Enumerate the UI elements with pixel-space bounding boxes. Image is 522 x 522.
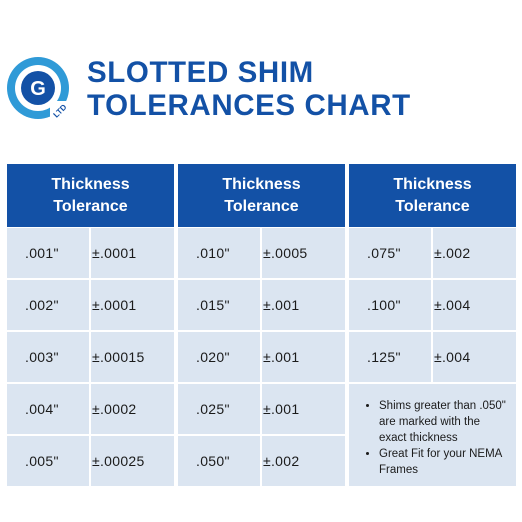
table-row: .001" ±.0001 [7, 228, 174, 278]
tolerance-cell: ±.001 [262, 384, 345, 434]
tolerance-cell: ±.0001 [91, 228, 174, 278]
header-line-2: Tolerance [395, 197, 470, 215]
header-line-2: Tolerance [224, 197, 299, 215]
header-line-1: Thickness [51, 175, 130, 193]
table-row: .005" ±.00025 [7, 436, 174, 486]
table-row: .100" ±.004 [349, 280, 516, 330]
table-row: .050" ±.002 [178, 436, 345, 486]
tolerance-cell: ±.00025 [91, 436, 174, 486]
logo-letter: G [30, 78, 46, 100]
tolerance-cell: ±.0002 [91, 384, 174, 434]
note-item: Great Fit for your NEMA Frames [379, 446, 506, 478]
header-line-1: Thickness [393, 175, 472, 193]
thickness-cell: .100" [349, 280, 431, 330]
column-header: Thickness Tolerance [349, 164, 516, 227]
table-row: .004" ±.0002 [7, 384, 174, 434]
column-header: Thickness Tolerance [7, 164, 174, 227]
thickness-cell: .004" [7, 384, 89, 434]
column-header: Thickness Tolerance [178, 164, 345, 227]
tolerance-cell: ±.002 [433, 228, 516, 278]
thickness-cell: .075" [349, 228, 431, 278]
title-line-1: SLOTTED SHIM [87, 56, 314, 89]
thickness-cell: .020" [178, 332, 260, 382]
thickness-cell: .050" [178, 436, 260, 486]
thickness-cell: .002" [7, 280, 89, 330]
thickness-cell: .005" [7, 436, 89, 486]
thickness-cell: .003" [7, 332, 89, 382]
page-title: SLOTTED SHIM TOLERANCES CHART [87, 56, 411, 122]
header-line-1: Thickness [222, 175, 301, 193]
tolerance-cell: ±.004 [433, 280, 516, 330]
company-logo: G LTD [7, 57, 69, 120]
notes-panel: Shims greater than .050" are marked with… [349, 384, 516, 486]
table-row: .003" ±.00015 [7, 332, 174, 382]
thickness-cell: .010" [178, 228, 260, 278]
table-row: .025" ±.001 [178, 384, 345, 434]
thickness-cell: .015" [178, 280, 260, 330]
table-row: .125" ±.004 [349, 332, 516, 382]
table-row: .010" ±.0005 [178, 228, 345, 278]
tolerance-cell: ±.001 [262, 280, 345, 330]
tolerance-cell: ±.0001 [91, 280, 174, 330]
notes-list: Shims greater than .050" are marked with… [367, 398, 506, 478]
thickness-cell: .001" [7, 228, 89, 278]
table-row: .075" ±.002 [349, 228, 516, 278]
table-column-1: Thickness Tolerance .001" ±.0001 .002" ±… [7, 164, 174, 486]
tolerance-cell: ±.00015 [91, 332, 174, 382]
table-row: .015" ±.001 [178, 280, 345, 330]
tolerance-table: Thickness Tolerance .001" ±.0001 .002" ±… [7, 164, 516, 486]
table-row: .020" ±.001 [178, 332, 345, 382]
note-item: Shims greater than .050" are marked with… [379, 398, 506, 446]
tolerance-cell: ±.004 [433, 332, 516, 382]
tolerance-cell: ±.001 [262, 332, 345, 382]
title-line-2: TOLERANCES CHART [87, 89, 411, 122]
tolerance-cell: ±.0005 [262, 228, 345, 278]
tolerance-cell: ±.002 [262, 436, 345, 486]
table-column-2: Thickness Tolerance .010" ±.0005 .015" ±… [178, 164, 345, 486]
thickness-cell: .025" [178, 384, 260, 434]
thickness-cell: .125" [349, 332, 431, 382]
table-row: .002" ±.0001 [7, 280, 174, 330]
header-line-2: Tolerance [53, 197, 128, 215]
table-column-3: Thickness Tolerance .075" ±.002 .100" ±.… [349, 164, 516, 486]
